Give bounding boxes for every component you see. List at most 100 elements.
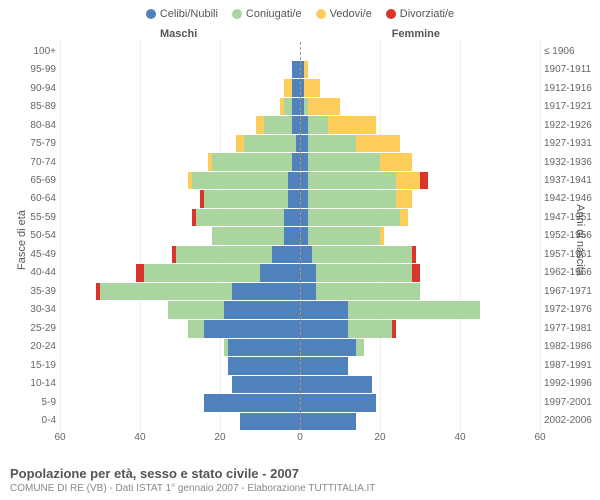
segment-co xyxy=(196,209,284,227)
segment-v xyxy=(304,79,320,97)
female-bar xyxy=(300,283,540,301)
segment-c xyxy=(300,190,308,208)
segment-c xyxy=(240,413,300,431)
segment-co xyxy=(212,153,292,171)
segment-d xyxy=(136,264,144,282)
segment-v xyxy=(304,61,308,79)
female-bar xyxy=(300,172,540,190)
x-axis: 6040200204060 xyxy=(60,432,540,446)
legend-label: Coniugati/e xyxy=(246,8,302,20)
male-bar xyxy=(60,227,300,245)
segment-v xyxy=(284,79,292,97)
x-tick: 60 xyxy=(534,432,545,443)
segment-v xyxy=(328,116,376,134)
chart-subtitle: COMUNE DI RE (VB) - Dati ISTAT 1° gennai… xyxy=(10,483,590,494)
male-bar xyxy=(60,301,300,319)
segment-d xyxy=(420,172,428,190)
segment-co xyxy=(212,227,284,245)
age-label: 5-9 xyxy=(6,393,56,411)
x-tick: 20 xyxy=(214,432,225,443)
plot-area xyxy=(60,42,540,430)
female-header: Femmine xyxy=(392,28,440,40)
legend-label: Divorziati/e xyxy=(400,8,454,20)
segment-co xyxy=(204,190,288,208)
chart-title: Popolazione per età, sesso e stato civil… xyxy=(10,466,590,481)
segment-v xyxy=(396,190,412,208)
birth-label: 1957-1961 xyxy=(544,245,594,263)
left-axis-title: Fasce di età xyxy=(16,210,28,270)
segment-co xyxy=(308,116,328,134)
birth-label: 1917-1921 xyxy=(544,97,594,115)
segment-c xyxy=(300,246,312,264)
age-label: 55-59 xyxy=(6,208,56,226)
age-label: 80-84 xyxy=(6,116,56,134)
segment-c xyxy=(300,413,356,431)
segment-d xyxy=(392,320,396,338)
segment-co xyxy=(356,339,364,357)
birth-label: 1972-1976 xyxy=(544,301,594,319)
age-labels: 100+95-9990-9485-8980-8475-7970-7465-696… xyxy=(6,42,56,430)
segment-co xyxy=(144,264,260,282)
segment-c xyxy=(232,283,300,301)
female-bar xyxy=(300,246,540,264)
male-bar xyxy=(60,190,300,208)
female-bar xyxy=(300,209,540,227)
age-label: 20-24 xyxy=(6,338,56,356)
male-bar xyxy=(60,79,300,97)
segment-c xyxy=(292,61,300,79)
segment-co xyxy=(284,98,292,116)
segment-co xyxy=(308,135,356,153)
female-bar xyxy=(300,98,540,116)
birth-label: 1997-2001 xyxy=(544,393,594,411)
female-bar xyxy=(300,413,540,431)
segment-c xyxy=(300,172,308,190)
birth-label: 1992-1996 xyxy=(544,374,594,392)
segment-c xyxy=(228,339,300,357)
segment-c xyxy=(232,376,300,394)
age-label: 75-79 xyxy=(6,134,56,152)
segment-c xyxy=(224,301,300,319)
segment-c xyxy=(284,209,300,227)
female-bar xyxy=(300,227,540,245)
age-label: 95-99 xyxy=(6,60,56,78)
segment-v xyxy=(380,153,412,171)
female-bar xyxy=(300,376,540,394)
birth-label: 1912-1916 xyxy=(544,79,594,97)
segment-c xyxy=(292,153,300,171)
birth-label: 1932-1936 xyxy=(544,153,594,171)
male-bar xyxy=(60,413,300,431)
female-bar xyxy=(300,79,540,97)
legend-swatch xyxy=(232,9,242,19)
female-bar xyxy=(300,357,540,375)
male-bar xyxy=(60,394,300,412)
segment-co xyxy=(316,264,412,282)
male-bar xyxy=(60,376,300,394)
male-bar xyxy=(60,246,300,264)
segment-v xyxy=(396,172,420,190)
female-bar xyxy=(300,339,540,357)
age-label: 85-89 xyxy=(6,97,56,115)
birth-label: 1927-1931 xyxy=(544,134,594,152)
segment-c xyxy=(292,116,300,134)
female-bar xyxy=(300,394,540,412)
segment-v xyxy=(236,135,244,153)
birth-label: 1952-1956 xyxy=(544,227,594,245)
birth-label: 1947-1951 xyxy=(544,208,594,226)
segment-co xyxy=(264,116,292,134)
segment-c xyxy=(260,264,300,282)
legend-item: Divorziati/e xyxy=(386,8,454,20)
age-label: 25-29 xyxy=(6,319,56,337)
age-label: 35-39 xyxy=(6,282,56,300)
segment-d xyxy=(412,264,420,282)
birth-label: 1977-1981 xyxy=(544,319,594,337)
segment-c xyxy=(300,376,372,394)
segment-c xyxy=(300,283,316,301)
segment-co xyxy=(308,227,380,245)
segment-c xyxy=(300,227,308,245)
legend: Celibi/NubiliConiugati/eVedovi/eDivorzia… xyxy=(8,8,592,20)
segment-v xyxy=(308,98,340,116)
age-label: 70-74 xyxy=(6,153,56,171)
x-tick: 60 xyxy=(54,432,65,443)
legend-swatch xyxy=(386,9,396,19)
female-bar xyxy=(300,190,540,208)
